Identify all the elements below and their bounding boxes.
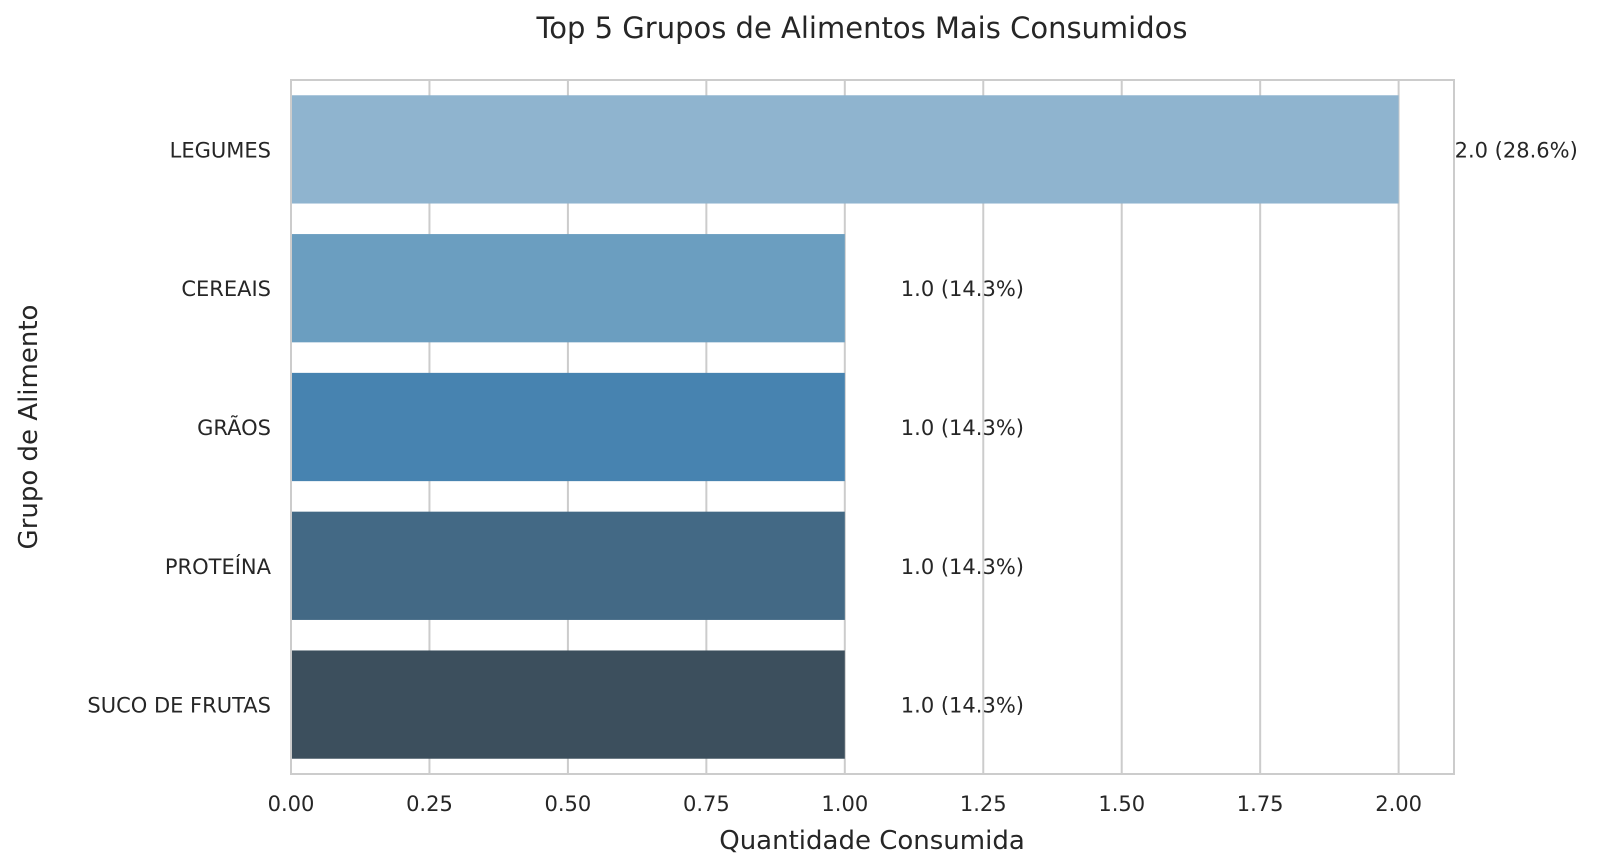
value-labels: 2.0 (28.6%) 1.0 (14.3%) 1.0 (14.3%) 1.0 (14… — [901, 138, 1578, 717]
bar — [291, 234, 845, 343]
chart-title: Top 5 Grupos de Alimentos Mais Consumido… — [535, 11, 1187, 45]
bar — [291, 511, 845, 620]
x-tick-label: 0.00 — [268, 792, 315, 816]
x-tick-label: 1.50 — [1098, 792, 1145, 816]
x-tick-label: 1.25 — [960, 792, 1007, 816]
y-tick-label: SUCO DE FRUTAS — [87, 694, 271, 718]
x-axis-label: Quantidade Consumida — [719, 826, 1025, 856]
value-label: 1.0 (14.3%) — [901, 694, 1024, 718]
value-label: 2.0 (28.6%) — [1455, 138, 1578, 162]
plot-frame — [290, 79, 1455, 775]
x-tick-label: 1.00 — [821, 792, 868, 816]
y-axis-label: Grupo de Alimento — [14, 305, 44, 550]
y-tick-label: CEREAIS — [181, 277, 271, 301]
x-tick-label: 0.75 — [683, 792, 730, 816]
value-label: 1.0 (14.3%) — [901, 416, 1024, 440]
y-tick-labels: LEGUMES CEREAIS GRÃOS PROTEÍNA SUCO DE FRUTA… — [87, 138, 271, 717]
y-tick-label: GRÃOS — [197, 414, 271, 440]
x-tick-label: 0.25 — [406, 792, 453, 816]
bars — [291, 95, 1399, 759]
bar — [291, 95, 1399, 204]
x-tick-label: 1.75 — [1237, 792, 1284, 816]
bar — [291, 650, 845, 759]
value-label: 1.0 (14.3%) — [901, 277, 1024, 301]
y-tick-label: LEGUMES — [170, 138, 271, 162]
value-label: 1.0 (14.3%) — [901, 555, 1024, 579]
x-tick-label: 0.50 — [545, 792, 592, 816]
bar — [291, 372, 845, 482]
x-tick-labels: 0.00 0.25 0.50 0.75 1.00 1.25 1.50 1.75 2.00 — [268, 792, 1422, 816]
y-tick-label: PROTEÍNA — [165, 554, 272, 579]
x-tick-label: 2.00 — [1375, 792, 1422, 816]
